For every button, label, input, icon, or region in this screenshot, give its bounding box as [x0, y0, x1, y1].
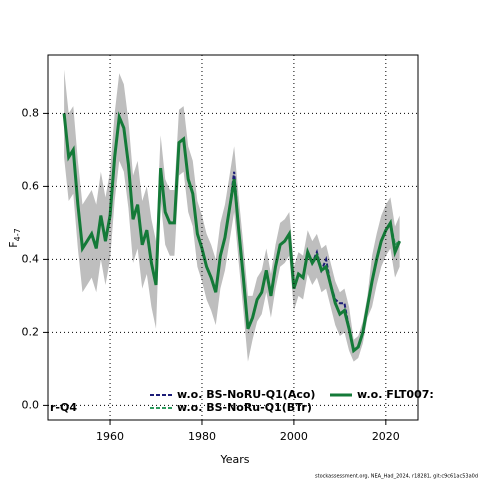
- footer: stockassessment.org, NEA_Had_2024, r1828…: [315, 474, 478, 480]
- x-tick-label: 1980: [188, 430, 216, 443]
- plot-frame: [47, 54, 419, 421]
- legend-fragment: r-Q4: [50, 401, 77, 414]
- y-tick-label: 0.6: [22, 179, 40, 192]
- confidence-band: [64, 69, 400, 362]
- legend-label: w.o. BS-NoRu-Q1(BTr): [177, 401, 312, 414]
- y-tick-label: 0.2: [22, 325, 40, 338]
- x-tick-label: 1960: [96, 430, 124, 443]
- y-tick-label: 0.0: [22, 398, 40, 411]
- x-tick-label: 2020: [372, 430, 400, 443]
- plot-area: [62, 69, 401, 362]
- y-label-main: F: [7, 241, 20, 247]
- y-axis-label: F4-7: [7, 228, 22, 247]
- legend-label: w.o. BS-NoRU-Q1(Aco): [177, 388, 315, 401]
- legend-label: w.o. FLT007:: [357, 388, 434, 401]
- y-tick-label: 0.4: [22, 252, 40, 265]
- y-label-sub: 4-7: [13, 228, 22, 241]
- x-tick-label: 2000: [280, 430, 308, 443]
- x-axis-label: Years: [219, 453, 249, 466]
- series-line: [62, 111, 401, 354]
- y-tick-label: 0.8: [22, 106, 40, 119]
